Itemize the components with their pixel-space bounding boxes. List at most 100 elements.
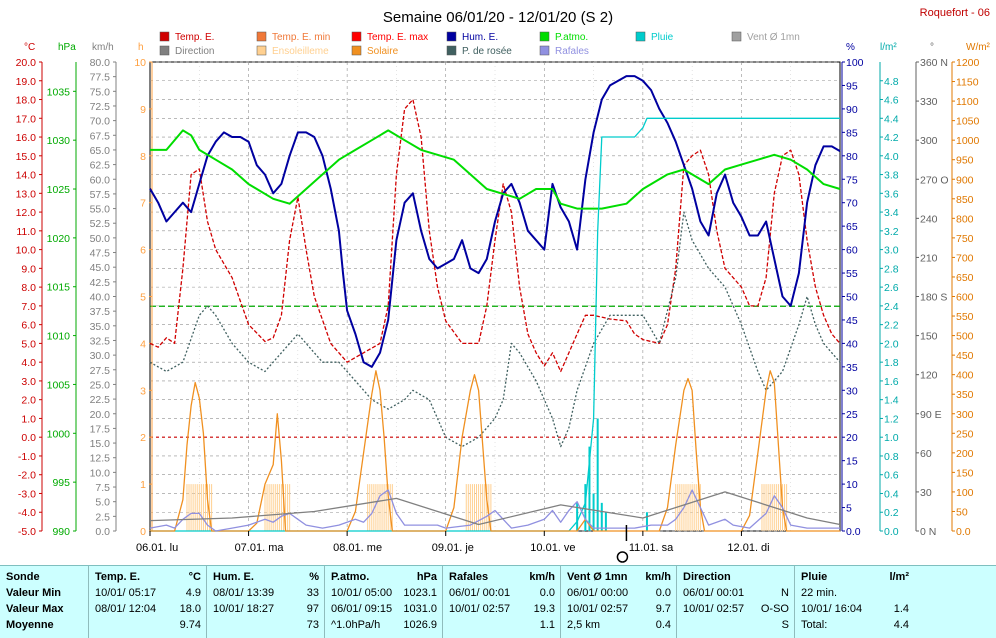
temp-row-value: 4.9	[185, 587, 201, 599]
rafales-row-value: 19.3	[533, 603, 555, 615]
legend-label: Temp. E. min	[272, 32, 330, 43]
temp-tick-label: 3.0	[21, 376, 36, 388]
axes: °C20.019.018.017.016.015.014.013.012.011…	[16, 42, 991, 538]
temp-tick-label: -5.0	[18, 526, 36, 538]
patmo-row-label: 06/01/ 09:15	[331, 603, 393, 615]
direction-tick-label: 90 E	[920, 409, 942, 421]
rain-tick-label: 2.4	[884, 301, 899, 313]
solar-tick-label: 400	[956, 370, 974, 382]
rain-tick-label: 0.4	[884, 488, 899, 500]
rain-tick-label: 3.0	[884, 245, 899, 257]
temp-tick-label: 6.0	[21, 320, 36, 332]
x-tick-label: 06.01. lu	[136, 542, 178, 554]
solar-tick-label: 1000	[956, 135, 980, 147]
x-tick-label: 07.01. ma	[235, 542, 285, 554]
rain-tick-label: 0.2	[884, 507, 899, 519]
dir-title: Direction	[683, 571, 731, 583]
direction-tick-label: 180 S	[920, 292, 947, 304]
rafales-row-label: 10/01/ 02:57	[449, 603, 511, 615]
legend-label: Pluie	[651, 32, 674, 43]
wind-tick-label: 15.0	[90, 438, 111, 450]
temp-tick-label: 13.0	[16, 188, 37, 200]
wind-tick-label: 35.0	[90, 321, 111, 333]
wind-unit-label: km/h	[92, 42, 114, 53]
dir-row-value: N	[781, 587, 789, 599]
rafales-unit: km/h	[529, 571, 555, 583]
temp-tick-label: 1.0	[21, 413, 36, 425]
humidity-tick-label: 60	[846, 245, 858, 257]
humidity-tick-label: 55	[846, 268, 858, 280]
temp-tick-label: 8.0	[21, 282, 36, 294]
solar-tick-label: 550	[956, 311, 974, 323]
legend-label: P. de rosée	[462, 46, 512, 57]
stats-table: Sonde Valeur Min Valeur Max Moyenne Temp…	[0, 565, 996, 638]
humidity-tick-label: 95	[846, 80, 858, 92]
rain-tick-label: 2.2	[884, 320, 899, 332]
col-patmo: P.atmo. hPa 10/01/ 05:00 1023.1 06/01/ 09:15…	[324, 566, 443, 638]
wind-tick-label: 72.5	[90, 101, 111, 113]
humidity-tick-label: 45	[846, 315, 858, 327]
sonde-title: Sonde	[6, 571, 40, 583]
vent-row-value: 0.0	[655, 587, 671, 599]
rain-tick-label: 3.6	[884, 188, 899, 200]
series-line	[150, 129, 841, 210]
temp-tick-label: -3.0	[18, 488, 36, 500]
wind-tick-label: 62.5	[90, 160, 111, 172]
series-line	[149, 211, 841, 448]
chart-title: Semaine 06/01/20 - 12/01/20 (S 2)	[383, 9, 613, 26]
plot-frame	[149, 61, 841, 532]
solar-tick-label: 450	[956, 350, 974, 362]
solar-tick-label: 1200	[956, 57, 980, 69]
sun-tick-label: 6	[140, 245, 146, 257]
wind-tick-label: 75.0	[90, 86, 111, 98]
x-axis: 06.01. lu 07.01. ma 08.01. me 09.01. je 10.0…	[136, 525, 770, 563]
temp-tick-label: 17.0	[16, 113, 37, 125]
hum-row-value: 97	[306, 603, 319, 615]
pressure-tick-label: 1005	[47, 379, 71, 391]
legend-swatch	[446, 45, 457, 56]
dir-row-value: S	[781, 619, 789, 631]
wind-tick-label: 70.0	[90, 116, 111, 128]
dir-row-label: 10/01/ 02:57	[683, 603, 745, 615]
rain-tick-label: 4.0	[884, 151, 899, 163]
solar-tick-label: 800	[956, 213, 974, 225]
pluie-row-label: 22 min.	[801, 587, 838, 599]
vent-title: Vent Ø 1mn	[567, 571, 628, 583]
temp-tick-label: 14.0	[16, 170, 37, 182]
solar-tick-label: 1100	[956, 96, 979, 108]
series-line	[149, 491, 841, 526]
humidity-tick-label: 40	[846, 338, 858, 350]
temp-row-label: 10/01/ 05:17	[95, 587, 157, 599]
temp-tick-label: 18.0	[16, 95, 37, 107]
direction-tick-label: 120	[920, 370, 938, 382]
legend-label: Direction	[175, 46, 214, 57]
rain-tick-label: 3.4	[884, 207, 899, 219]
legend-label: Temp. E. max	[367, 32, 428, 43]
pressure-tick-label: 1030	[47, 135, 71, 147]
solar-tick-label: 600	[956, 292, 974, 304]
temp-tick-label: 16.0	[16, 132, 37, 144]
solar-tick-label: 1150	[956, 77, 979, 89]
hum-row-label: 10/01/ 18:27	[213, 603, 275, 615]
humidity-tick-label: 80	[846, 151, 858, 163]
temp-unit-label: °C	[24, 42, 35, 53]
temp-tick-label: 4.0	[21, 357, 36, 369]
rain-tick-label: 1.2	[884, 413, 899, 425]
solar-tick-label: 1050	[956, 116, 980, 128]
col-dir: Direction 06/01/ 00:01 N 10/01/ 02:57 O-SO S	[676, 566, 795, 638]
wind-tick-label: 5.0	[95, 497, 110, 509]
solar-unit-label: W/m²	[966, 42, 991, 53]
pressure-tick-label: 1025	[47, 184, 71, 196]
temp-title: Temp. E.	[95, 571, 141, 583]
row-min: Valeur Min	[6, 587, 62, 599]
humidity-tick-label: 30	[846, 385, 858, 397]
wind-tick-label: 45.0	[90, 262, 111, 274]
wind-tick-label: 7.5	[95, 482, 110, 494]
wind-tick-label: 37.5	[90, 306, 111, 318]
col-sonde: Sonde Valeur Min Valeur Max Moyenne	[0, 566, 88, 638]
wind-tick-label: 10.0	[90, 467, 111, 479]
humidity-tick-label: 90	[846, 104, 858, 116]
weather-chart: Semaine 06/01/20 - 12/01/20 (S 2) Roquef…	[16, 7, 991, 563]
wind-tick-label: 67.5	[90, 130, 111, 142]
pressure-tick-label: 1000	[47, 428, 71, 440]
